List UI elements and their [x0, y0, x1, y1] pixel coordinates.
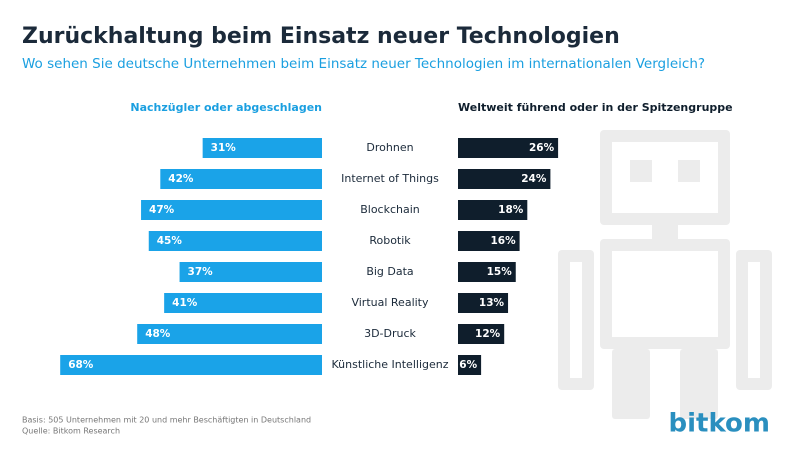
value-label: 31%	[211, 142, 237, 154]
legend-right: Weltweit führend oder in der Spitzengrup…	[458, 101, 733, 114]
bar	[60, 355, 322, 375]
bar	[137, 324, 322, 344]
value-label: 6%	[459, 359, 477, 371]
bar	[148, 231, 322, 251]
value-label: 45%	[157, 235, 183, 247]
value-label: 37%	[188, 266, 214, 278]
value-label: 48%	[145, 328, 171, 340]
value-label: 68%	[68, 359, 94, 371]
bar	[458, 262, 516, 282]
value-label: 26%	[529, 142, 555, 154]
value-label: 15%	[487, 266, 513, 278]
bar	[458, 169, 551, 189]
bar	[458, 355, 482, 375]
value-label: 13%	[479, 297, 505, 309]
bar	[164, 293, 322, 313]
bar	[160, 169, 322, 189]
value-label: 42%	[168, 173, 194, 185]
category-label: Drohnen	[366, 141, 413, 154]
bar	[458, 293, 509, 313]
bar	[179, 262, 322, 282]
value-label: 24%	[521, 173, 547, 185]
category-label: 3D-Druck	[364, 327, 416, 340]
category-label: Künstliche Intelligenz	[331, 358, 448, 371]
bar	[458, 138, 559, 158]
chart-subtitle: Wo sehen Sie deutsche Unternehmen beim E…	[22, 56, 705, 72]
bar	[202, 138, 322, 158]
bar	[458, 200, 528, 220]
bar	[458, 324, 505, 344]
footnote: Basis: 505 Unternehmen mit 20 und mehr B…	[22, 416, 311, 425]
value-label: 12%	[475, 328, 501, 340]
bar	[141, 200, 322, 220]
value-label: 41%	[172, 297, 198, 309]
value-label: 16%	[490, 235, 516, 247]
value-label: 47%	[149, 204, 175, 216]
category-label: Blockchain	[360, 203, 420, 216]
footnote: Quelle: Bitkom Research	[22, 427, 120, 436]
category-label: Virtual Reality	[351, 296, 429, 309]
legend-left: Nachzügler oder abgeschlagen	[130, 101, 322, 114]
category-label: Internet of Things	[341, 172, 439, 185]
logo: bitkom	[669, 409, 771, 439]
bar	[458, 231, 520, 251]
category-label: Robotik	[369, 234, 411, 247]
robot-illustration	[558, 130, 772, 419]
value-label: 18%	[498, 204, 524, 216]
chart-title: Zurückhaltung beim Einsatz neuer Technol…	[22, 24, 620, 49]
category-label: Big Data	[366, 265, 413, 278]
